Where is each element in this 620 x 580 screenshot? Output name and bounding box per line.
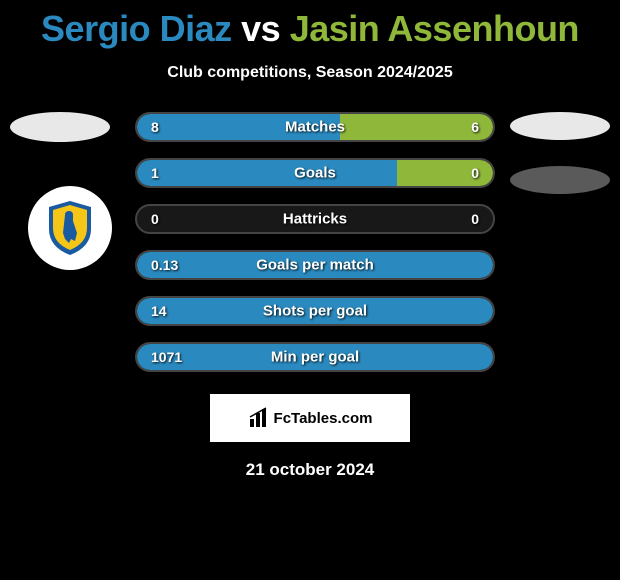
stat-left-value: 1 xyxy=(151,165,159,181)
stat-bars-container: 8 Matches 6 1 Goals 0 0 Hattricks 0 0.13 Goals per… xyxy=(135,112,495,388)
left-team-badge-placeholder xyxy=(10,112,110,142)
club-shield-icon xyxy=(45,199,95,257)
stat-right-value: 0 xyxy=(471,165,479,181)
stat-label: Shots per goal xyxy=(263,303,367,320)
left-team-logo xyxy=(28,186,112,270)
stat-left-value: 8 xyxy=(151,119,159,135)
subtitle: Club competitions, Season 2024/2025 xyxy=(0,64,620,82)
stat-left-value: 1071 xyxy=(151,349,182,365)
chart-icon xyxy=(248,407,270,429)
player1-name: Sergio Diaz xyxy=(41,8,232,49)
fctables-logo: FcTables.com xyxy=(248,407,373,429)
stat-right-value: 6 xyxy=(471,119,479,135)
stat-left-value: 14 xyxy=(151,303,167,319)
brand-text: FcTables.com xyxy=(274,410,373,427)
stat-bar-row: 14 Shots per goal xyxy=(135,296,495,326)
comparison-title: Sergio Diaz vs Jasin Assenhoun xyxy=(0,0,620,50)
right-team-badge-placeholder-2 xyxy=(510,166,610,194)
stat-bar-right-fill xyxy=(340,114,493,140)
stat-bar-row: 0 Hattricks 0 xyxy=(135,204,495,234)
stat-label: Goals per match xyxy=(256,257,374,274)
vs-label: vs xyxy=(241,8,280,49)
chart-area: 8 Matches 6 1 Goals 0 0 Hattricks 0 0.13 Goals per… xyxy=(0,112,620,382)
stat-bar-left-fill xyxy=(137,160,397,186)
stat-bar-row: 1 Goals 0 xyxy=(135,158,495,188)
date-label: 21 october 2024 xyxy=(0,460,620,480)
stat-bar-row: 0.13 Goals per match xyxy=(135,250,495,280)
stat-label: Hattricks xyxy=(283,211,347,228)
attribution-box: FcTables.com xyxy=(210,394,410,442)
stat-left-value: 0 xyxy=(151,211,159,227)
stat-label: Matches xyxy=(285,119,345,136)
player2-name: Jasin Assenhoun xyxy=(290,8,579,49)
right-team-badge-placeholder-1 xyxy=(510,112,610,140)
stat-label: Goals xyxy=(294,165,336,182)
stat-left-value: 0.13 xyxy=(151,257,178,273)
stat-label: Min per goal xyxy=(271,349,359,366)
stat-right-value: 0 xyxy=(471,211,479,227)
stat-bar-row: 1071 Min per goal xyxy=(135,342,495,372)
stat-bar-row: 8 Matches 6 xyxy=(135,112,495,142)
